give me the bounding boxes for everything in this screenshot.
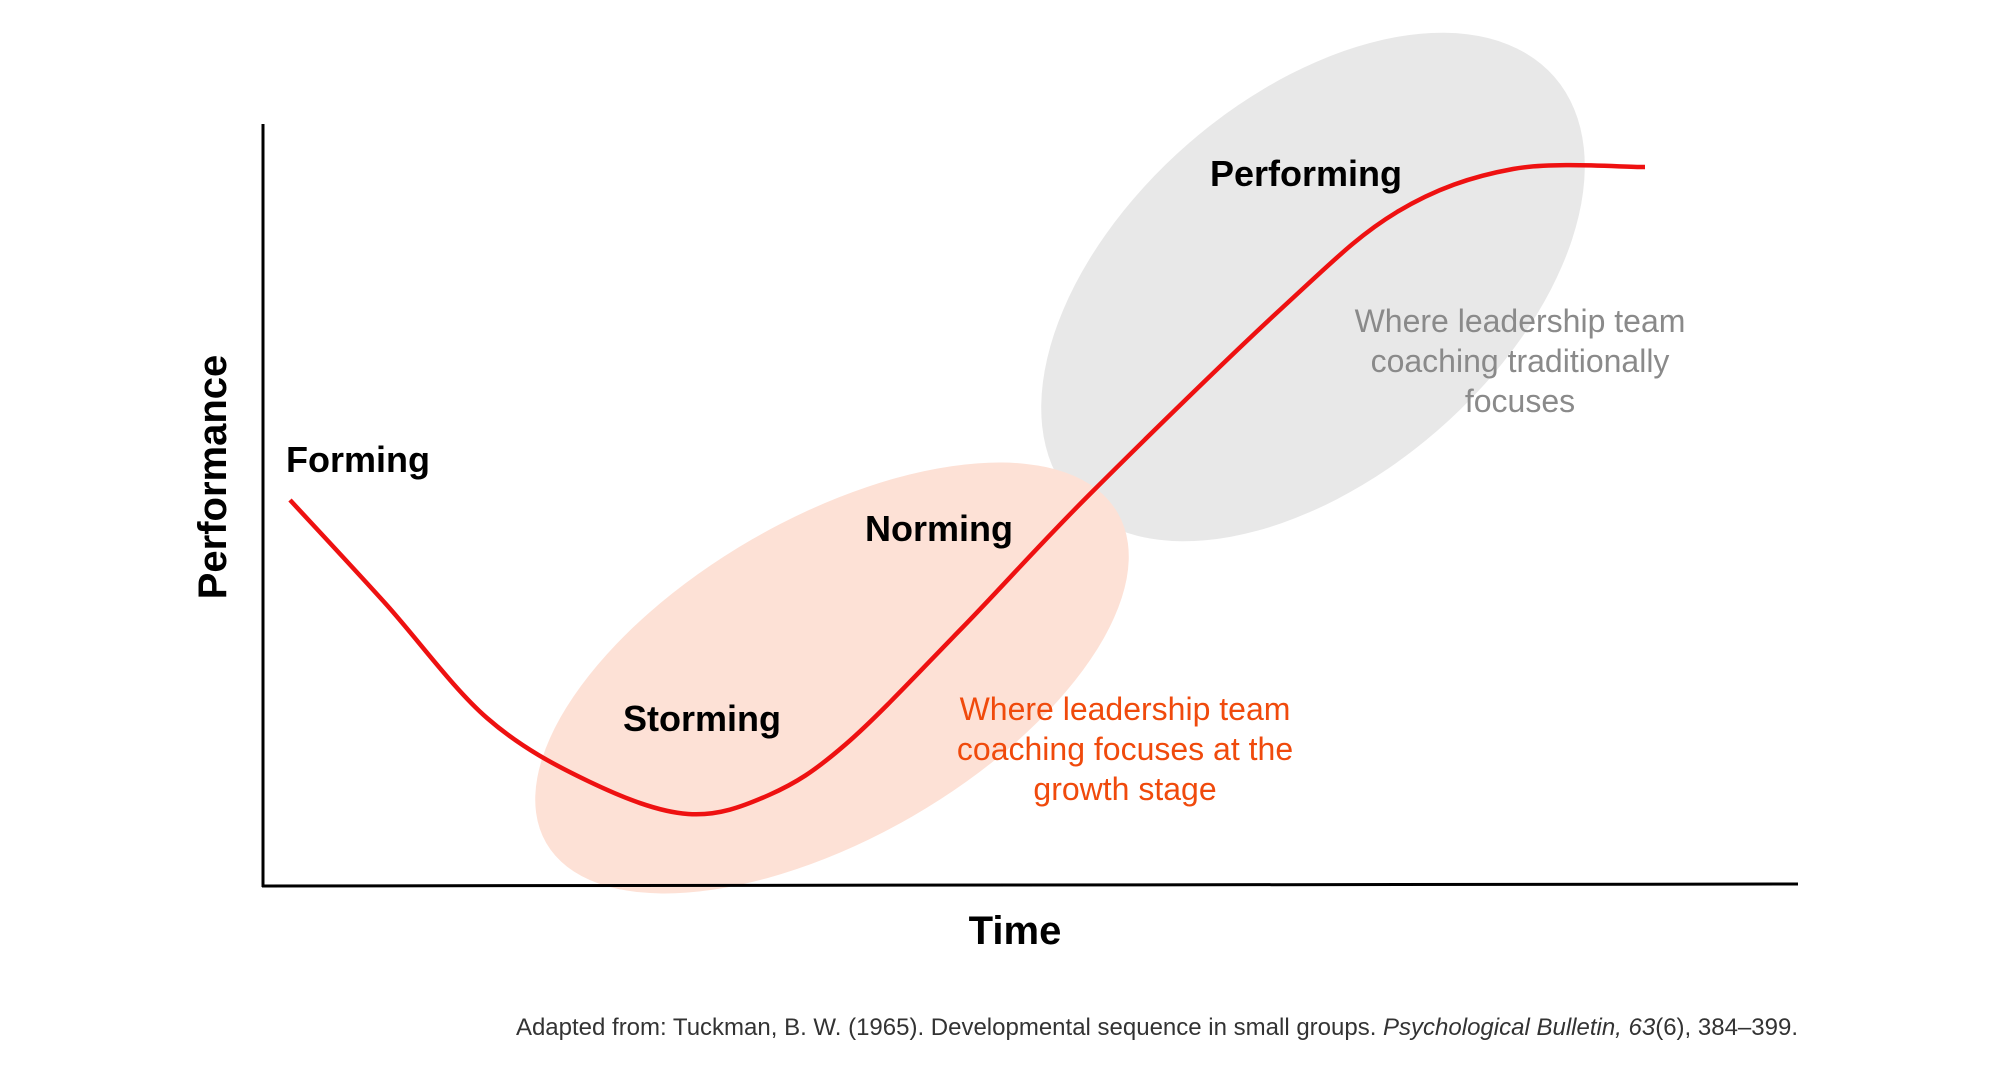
annotation-line: Where leadership team bbox=[1355, 303, 1686, 339]
citation-text: Adapted from: Tuckman, B. W. (1965). Dev… bbox=[516, 1014, 1376, 1041]
y-axis-title: Performance bbox=[191, 355, 235, 600]
stage-label: Norming bbox=[865, 508, 1013, 549]
x-axis bbox=[261, 882, 1799, 888]
annotation-line: coaching traditionally bbox=[1371, 343, 1670, 379]
annotation-line: coaching focuses at the bbox=[957, 731, 1293, 767]
growth-focus-area bbox=[535, 462, 1129, 894]
citation-journal: Psychological Bulletin, bbox=[1383, 1014, 1622, 1041]
citation-rest: (6), 384–399. bbox=[1655, 1014, 1798, 1041]
annotation-line: growth stage bbox=[1033, 771, 1216, 807]
stage-label: Performing bbox=[1210, 153, 1402, 194]
annotation-line: focuses bbox=[1465, 383, 1575, 419]
stage-label: Storming bbox=[623, 698, 781, 739]
traditional-focus-area bbox=[1041, 32, 1585, 542]
citation-volume: 63 bbox=[1629, 1014, 1656, 1041]
annotation-line: Where leadership team bbox=[960, 691, 1291, 727]
stage-label: Forming bbox=[286, 439, 430, 480]
performance-curve bbox=[288, 162, 1646, 817]
x-axis-title: Time bbox=[969, 909, 1062, 953]
citation: Adapted from: Tuckman, B. W. (1965). Dev… bbox=[516, 1014, 1798, 1041]
